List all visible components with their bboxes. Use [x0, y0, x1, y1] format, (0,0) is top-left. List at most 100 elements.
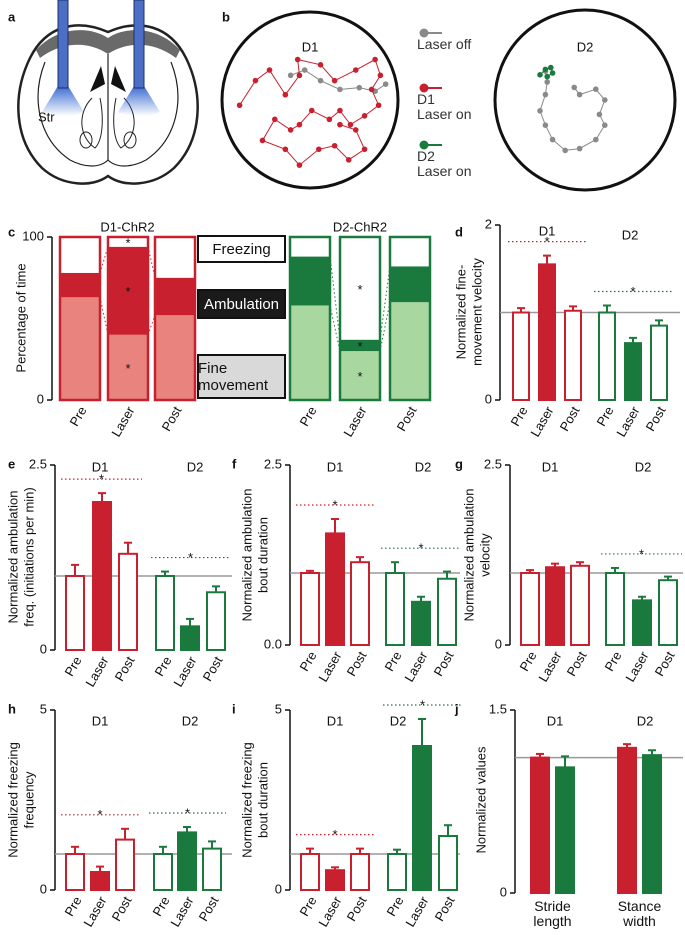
y-axis-label: Normalized ambulation — [239, 489, 254, 622]
trajectory-point — [317, 77, 324, 84]
significance-marker: * — [188, 550, 193, 565]
x-tick-label: Pre — [296, 894, 319, 919]
x-tick-label: Pre — [381, 649, 404, 674]
connector — [379, 266, 391, 340]
panel-label: d — [455, 224, 463, 239]
trajectory-point — [544, 73, 550, 80]
trajectory-point — [596, 111, 603, 118]
connector — [379, 302, 391, 352]
bar-outline — [338, 235, 382, 402]
bar — [411, 600, 431, 646]
significance-marker: * — [185, 805, 190, 820]
y-tick-label: 2.5 — [264, 456, 282, 471]
trajectory-point — [571, 84, 577, 91]
bar-segment — [155, 237, 195, 278]
bar-segment — [155, 315, 195, 400]
bar-segment — [155, 277, 195, 316]
y-tick-label: 1.5 — [489, 701, 507, 716]
group-title: D1 — [92, 459, 109, 474]
bar — [65, 853, 85, 891]
bar-outline — [106, 235, 150, 402]
y-tick-label: 0 — [37, 391, 44, 406]
bar — [177, 831, 197, 892]
x-tick-label: Post — [431, 648, 457, 678]
trajectory-point — [593, 86, 599, 92]
x-tick-label: Pre — [507, 404, 530, 429]
x-tick-label: Laser — [402, 893, 432, 929]
bar — [387, 853, 407, 891]
bar — [617, 746, 637, 894]
bar-segment — [390, 302, 430, 400]
x-tick-label: Laser — [613, 403, 643, 439]
trajectory-point — [562, 147, 568, 154]
y-axis-label: Normalized ambulation — [461, 489, 476, 622]
legend-marker — [419, 83, 429, 93]
panel-label: h — [8, 701, 16, 716]
trajectory-point — [236, 102, 243, 109]
arena — [493, 8, 677, 192]
legend-label: Freezing — [212, 240, 271, 258]
significance-marker: * — [125, 235, 130, 250]
x-tick-label: Stride length — [533, 898, 572, 929]
group-title: D2 — [182, 713, 199, 728]
y-axis-label: Normalized freezing — [5, 742, 20, 858]
x-tick-label: Pre — [593, 404, 616, 429]
x-tick-label: Pre — [61, 654, 84, 679]
panel-label: b — [222, 9, 230, 24]
x-tick-label: Laser — [401, 648, 431, 684]
group-title: D1 — [327, 459, 344, 474]
bar — [180, 625, 200, 652]
x-tick-label: Post — [432, 893, 458, 923]
legend-box — [197, 289, 286, 319]
x-tick-label: Post — [394, 403, 420, 433]
trajectory-point — [326, 116, 333, 123]
trajectory-point — [576, 91, 583, 98]
x-tick-label: Post — [196, 893, 222, 923]
x-tick-label: Stance width — [617, 898, 662, 929]
bar-outline — [388, 235, 432, 402]
x-tick-label: Post — [643, 403, 669, 433]
x-tick-label: Pre — [516, 649, 539, 674]
significance-marker: * — [630, 284, 635, 299]
significance-marker: * — [99, 472, 104, 487]
bar — [658, 579, 678, 647]
significance-marker: * — [544, 234, 549, 249]
x-tick-label: Pre — [296, 404, 319, 429]
bar — [412, 745, 432, 891]
trajectory-point — [337, 121, 343, 128]
y-axis-label: bout duration — [255, 517, 270, 593]
legend-label: D2 Laser on — [417, 148, 472, 179]
group-title: D2 — [635, 459, 652, 474]
bar — [300, 572, 320, 646]
connector — [329, 256, 341, 340]
significance-marker: * — [357, 339, 362, 354]
trajectory-point — [576, 145, 583, 152]
trajectory-point — [317, 62, 324, 68]
trajectory-point — [301, 67, 308, 73]
legend-label: Fine movement — [198, 359, 269, 394]
panel-label: i — [232, 701, 236, 716]
bar-segment — [290, 305, 330, 400]
bar — [65, 575, 85, 651]
legend-label: D1 Laser on — [417, 91, 472, 122]
y-tick-label: 5 — [275, 701, 282, 716]
y-tick-label: 5 — [40, 701, 47, 716]
panel-label: e — [8, 456, 15, 471]
bar — [437, 577, 457, 647]
y-axis-label: Normalized ambulation — [5, 491, 20, 624]
y-tick-label: 0 — [275, 881, 282, 896]
trajectory-point — [382, 81, 389, 87]
trajectory-point — [331, 77, 338, 84]
significance-marker: * — [125, 361, 130, 376]
y-axis-label: freq. (initiations per min) — [21, 487, 36, 626]
y-tick-label: 0 — [495, 636, 502, 651]
trajectory-point — [361, 146, 368, 153]
bar — [350, 561, 370, 647]
bar-segment — [340, 351, 380, 400]
bar — [385, 572, 405, 646]
panel-label: j — [454, 701, 459, 716]
x-tick-label: Post — [344, 648, 370, 678]
arena — [220, 10, 400, 190]
significance-marker: * — [418, 541, 423, 556]
